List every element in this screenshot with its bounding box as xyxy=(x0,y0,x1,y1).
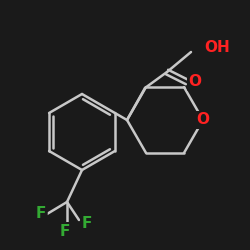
Text: O: O xyxy=(188,74,202,90)
Text: OH: OH xyxy=(204,40,230,54)
Text: F: F xyxy=(60,224,70,238)
Text: O: O xyxy=(196,112,209,128)
Text: F: F xyxy=(36,206,46,222)
Text: F: F xyxy=(82,216,92,232)
